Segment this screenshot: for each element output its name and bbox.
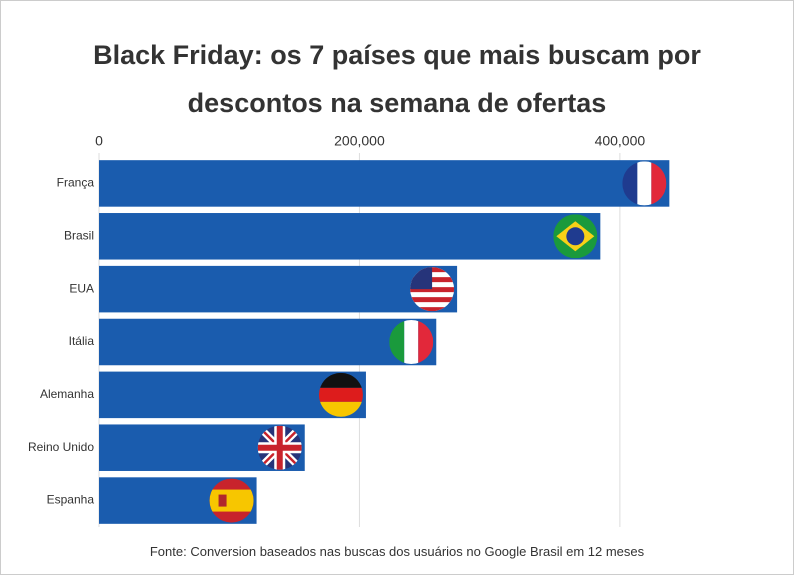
bar: [99, 213, 601, 260]
flag-icon: [389, 320, 433, 364]
bar: [99, 265, 458, 313]
flag-icon: [258, 426, 302, 470]
x-tick-label: 200,000: [334, 133, 385, 149]
y-tick-label: Itália: [69, 334, 95, 348]
x-tick-label: 0: [95, 133, 103, 149]
y-tick-label: Reino Unido: [28, 440, 94, 454]
y-tick-label: Alemanha: [40, 387, 94, 401]
chart-title: Black Friday: os 7 países que mais busca…: [93, 40, 701, 118]
y-tick-label: Brasil: [64, 228, 94, 242]
flag-icon: [210, 479, 254, 523]
x-tick-label: 400,000: [595, 133, 646, 149]
flag-icon: [622, 161, 666, 205]
y-tick-label: EUA: [69, 281, 94, 295]
bar: [99, 160, 670, 207]
y-tick-label: França: [57, 176, 95, 190]
source-note: Fonte: Conversion baseados nas buscas do…: [149, 544, 645, 559]
bar: [99, 318, 437, 366]
flag-icon: [553, 214, 597, 258]
flag-icon: [319, 373, 363, 417]
y-tick-label: Espanha: [47, 493, 95, 507]
